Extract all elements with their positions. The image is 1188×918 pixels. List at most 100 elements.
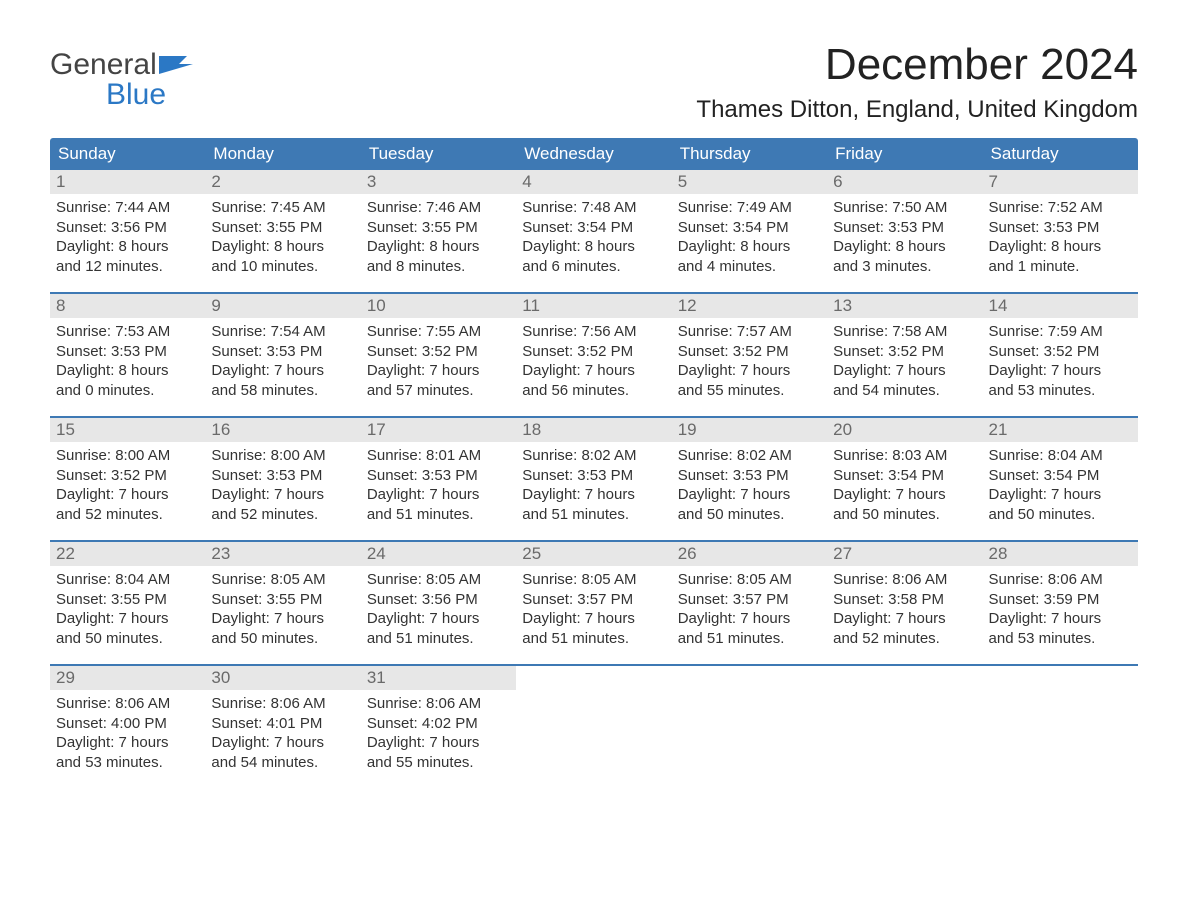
day-body: Sunrise: 7:45 AMSunset: 3:55 PMDaylight:… [205, 194, 360, 292]
daylight-text: Daylight: 8 hours [833, 237, 976, 257]
day-cell: 19Sunrise: 8:02 AMSunset: 3:53 PMDayligh… [672, 418, 827, 540]
daylight-text: and 54 minutes. [833, 381, 976, 401]
daylight-text: and 50 minutes. [833, 505, 976, 525]
daylight-text: Daylight: 8 hours [56, 237, 199, 257]
weekday-header: Friday [827, 138, 982, 170]
sunset-text: Sunset: 4:02 PM [367, 714, 510, 734]
day-body: Sunrise: 7:54 AMSunset: 3:53 PMDaylight:… [205, 318, 360, 416]
day-cell: 30Sunrise: 8:06 AMSunset: 4:01 PMDayligh… [205, 666, 360, 788]
daylight-text: Daylight: 7 hours [211, 733, 354, 753]
day-cell [672, 666, 827, 788]
day-number: 26 [672, 542, 827, 566]
sunset-text: Sunset: 3:55 PM [56, 590, 199, 610]
sunset-text: Sunset: 3:54 PM [678, 218, 821, 238]
daylight-text: Daylight: 8 hours [989, 237, 1132, 257]
weekday-header-row: SundayMondayTuesdayWednesdayThursdayFrid… [50, 138, 1138, 170]
daylight-text: and 57 minutes. [367, 381, 510, 401]
week-row: 22Sunrise: 8:04 AMSunset: 3:55 PMDayligh… [50, 540, 1138, 664]
sunrise-text: Sunrise: 7:52 AM [989, 198, 1132, 218]
daylight-text: Daylight: 8 hours [56, 361, 199, 381]
daylight-text: and 4 minutes. [678, 257, 821, 277]
day-body: Sunrise: 7:57 AMSunset: 3:52 PMDaylight:… [672, 318, 827, 416]
week-row: 15Sunrise: 8:00 AMSunset: 3:52 PMDayligh… [50, 416, 1138, 540]
day-number: 13 [827, 294, 982, 318]
day-cell [827, 666, 982, 788]
day-body: Sunrise: 8:04 AMSunset: 3:55 PMDaylight:… [50, 566, 205, 664]
month-title: December 2024 [696, 40, 1138, 90]
day-number: 14 [983, 294, 1138, 318]
daylight-text: and 55 minutes. [367, 753, 510, 773]
weekday-header: Sunday [50, 138, 205, 170]
day-cell [516, 666, 671, 788]
sunrise-text: Sunrise: 7:58 AM [833, 322, 976, 342]
day-number: 27 [827, 542, 982, 566]
day-cell: 10Sunrise: 7:55 AMSunset: 3:52 PMDayligh… [361, 294, 516, 416]
day-number: 22 [50, 542, 205, 566]
sunrise-text: Sunrise: 7:57 AM [678, 322, 821, 342]
day-cell: 8Sunrise: 7:53 AMSunset: 3:53 PMDaylight… [50, 294, 205, 416]
week-row: 1Sunrise: 7:44 AMSunset: 3:56 PMDaylight… [50, 170, 1138, 292]
sunset-text: Sunset: 3:58 PM [833, 590, 976, 610]
day-number: 2 [205, 170, 360, 194]
calendar: SundayMondayTuesdayWednesdayThursdayFrid… [50, 138, 1138, 788]
daylight-text: and 56 minutes. [522, 381, 665, 401]
day-number: 7 [983, 170, 1138, 194]
day-cell: 23Sunrise: 8:05 AMSunset: 3:55 PMDayligh… [205, 542, 360, 664]
day-number: 18 [516, 418, 671, 442]
day-cell: 27Sunrise: 8:06 AMSunset: 3:58 PMDayligh… [827, 542, 982, 664]
daylight-text: and 58 minutes. [211, 381, 354, 401]
day-cell: 2Sunrise: 7:45 AMSunset: 3:55 PMDaylight… [205, 170, 360, 292]
sunset-text: Sunset: 3:56 PM [56, 218, 199, 238]
day-cell: 4Sunrise: 7:48 AMSunset: 3:54 PMDaylight… [516, 170, 671, 292]
daylight-text: and 6 minutes. [522, 257, 665, 277]
day-body: Sunrise: 8:06 AMSunset: 3:58 PMDaylight:… [827, 566, 982, 664]
day-body: Sunrise: 8:00 AMSunset: 3:52 PMDaylight:… [50, 442, 205, 540]
daylight-text: and 55 minutes. [678, 381, 821, 401]
sunrise-text: Sunrise: 7:53 AM [56, 322, 199, 342]
weekday-header: Thursday [672, 138, 827, 170]
day-cell: 26Sunrise: 8:05 AMSunset: 3:57 PMDayligh… [672, 542, 827, 664]
day-cell: 17Sunrise: 8:01 AMSunset: 3:53 PMDayligh… [361, 418, 516, 540]
day-number: 10 [361, 294, 516, 318]
sunrise-text: Sunrise: 7:55 AM [367, 322, 510, 342]
daylight-text: and 51 minutes. [367, 629, 510, 649]
week-row: 8Sunrise: 7:53 AMSunset: 3:53 PMDaylight… [50, 292, 1138, 416]
day-cell: 22Sunrise: 8:04 AMSunset: 3:55 PMDayligh… [50, 542, 205, 664]
day-cell: 14Sunrise: 7:59 AMSunset: 3:52 PMDayligh… [983, 294, 1138, 416]
daylight-text: Daylight: 7 hours [367, 485, 510, 505]
sunrise-text: Sunrise: 8:05 AM [367, 570, 510, 590]
day-number: 12 [672, 294, 827, 318]
daylight-text: Daylight: 7 hours [211, 485, 354, 505]
sunrise-text: Sunrise: 8:00 AM [211, 446, 354, 466]
daylight-text: Daylight: 7 hours [211, 361, 354, 381]
sunset-text: Sunset: 3:53 PM [367, 466, 510, 486]
day-number: 8 [50, 294, 205, 318]
sunset-text: Sunset: 3:59 PM [989, 590, 1132, 610]
sunrise-text: Sunrise: 7:49 AM [678, 198, 821, 218]
sunrise-text: Sunrise: 7:45 AM [211, 198, 354, 218]
sunset-text: Sunset: 3:55 PM [211, 218, 354, 238]
daylight-text: Daylight: 7 hours [211, 609, 354, 629]
sunrise-text: Sunrise: 8:01 AM [367, 446, 510, 466]
day-body: Sunrise: 8:06 AMSunset: 4:01 PMDaylight:… [205, 690, 360, 788]
daylight-text: and 0 minutes. [56, 381, 199, 401]
day-number: 30 [205, 666, 360, 690]
day-body: Sunrise: 7:46 AMSunset: 3:55 PMDaylight:… [361, 194, 516, 292]
sunrise-text: Sunrise: 8:06 AM [56, 694, 199, 714]
sunset-text: Sunset: 3:52 PM [522, 342, 665, 362]
day-number: 23 [205, 542, 360, 566]
daylight-text: and 8 minutes. [367, 257, 510, 277]
brand-word1: General [50, 50, 157, 80]
sunrise-text: Sunrise: 7:59 AM [989, 322, 1132, 342]
daylight-text: Daylight: 7 hours [678, 485, 821, 505]
day-body: Sunrise: 7:59 AMSunset: 3:52 PMDaylight:… [983, 318, 1138, 416]
daylight-text: Daylight: 7 hours [833, 485, 976, 505]
daylight-text: and 51 minutes. [367, 505, 510, 525]
daylight-text: Daylight: 7 hours [367, 609, 510, 629]
daylight-text: Daylight: 7 hours [989, 609, 1132, 629]
day-body: Sunrise: 8:06 AMSunset: 4:00 PMDaylight:… [50, 690, 205, 788]
calendar-document: General Blue December 2024 Thames Ditton… [0, 0, 1188, 828]
daylight-text: Daylight: 7 hours [833, 361, 976, 381]
day-body: Sunrise: 8:01 AMSunset: 3:53 PMDaylight:… [361, 442, 516, 540]
day-cell: 7Sunrise: 7:52 AMSunset: 3:53 PMDaylight… [983, 170, 1138, 292]
